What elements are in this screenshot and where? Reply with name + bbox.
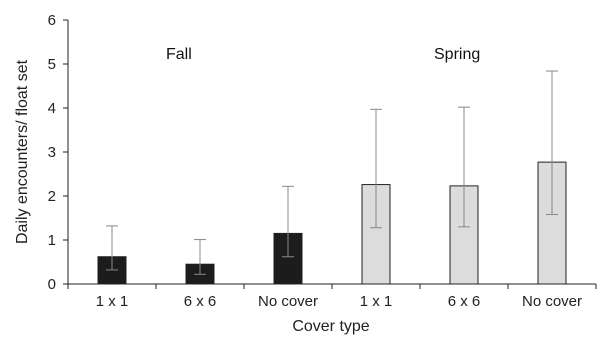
x-tick-label: 6 x 6	[184, 293, 217, 310]
x-tick-label: 6 x 6	[448, 293, 481, 310]
y-tick-label: 5	[48, 56, 56, 73]
x-tick-label: No cover	[522, 293, 582, 310]
bars	[97, 161, 567, 285]
x-axis-title: Cover type	[292, 318, 369, 335]
x-tick-label: No cover	[258, 293, 318, 310]
y-tick-label: 4	[48, 100, 56, 117]
y-tick-label: 1	[48, 232, 56, 249]
x-axis: 1 x 1 6 x 6 No cover 1 x 1 6 x 6 No cover	[67, 283, 597, 310]
annotation-spring: Spring	[434, 46, 480, 63]
x-tick-label: 1 x 1	[360, 293, 393, 310]
y-tick-label: 3	[48, 144, 56, 161]
x-tick-label: 1 x 1	[96, 293, 129, 310]
annotation-fall: Fall	[166, 46, 192, 63]
y-tick-label: 2	[48, 188, 56, 205]
error-bars	[106, 70, 558, 275]
y-axis-title: Daily encounters/ float set	[14, 59, 31, 244]
y-axis: 0 1 2 3 4 5 6	[48, 12, 69, 293]
y-tick-label: 0	[48, 276, 56, 293]
y-tick-label: 6	[48, 12, 56, 29]
